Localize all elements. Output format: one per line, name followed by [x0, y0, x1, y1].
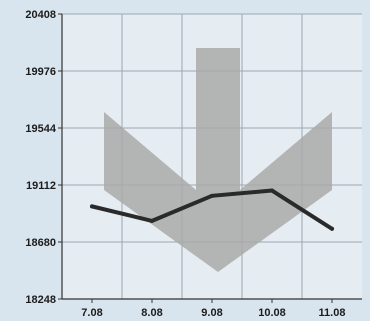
x-tick-label: 7.08: [81, 307, 102, 319]
y-tick-label: 19112: [26, 180, 56, 192]
data-point: [210, 193, 214, 198]
data-point: [150, 218, 154, 223]
y-tick-label: 18248: [25, 294, 56, 306]
y-tick-label: 18680: [25, 237, 56, 249]
y-tick-labels: 18248 18680 19112 19544 19976 20408: [25, 9, 56, 306]
x-tick-label: 11.08: [319, 307, 346, 319]
data-point: [270, 188, 274, 193]
x-tick-label: 9.08: [201, 307, 222, 319]
y-tick-label: 19976: [25, 66, 56, 78]
y-tick-label: 19544: [25, 123, 56, 135]
x-tick-labels: 7.08 8.08 9.08 10.08 11.08: [81, 307, 345, 319]
series-layer: [90, 188, 334, 231]
x-tick-label: 10.08: [258, 307, 286, 319]
data-point: [90, 204, 94, 209]
x-tick-label: 8.08: [141, 307, 162, 319]
axes: [58, 13, 362, 303]
y-tick-label: 20408: [25, 9, 56, 21]
data-point: [330, 226, 334, 231]
